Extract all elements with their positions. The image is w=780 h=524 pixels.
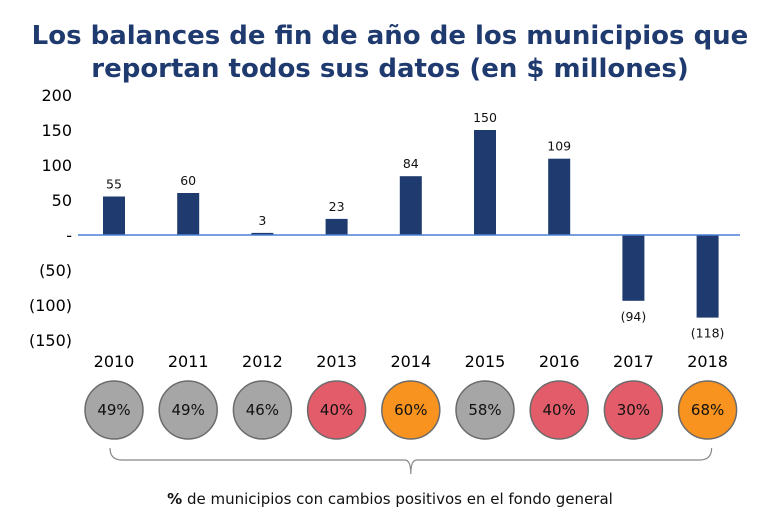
- percent-label: 58%: [468, 401, 501, 419]
- percent-circle: [306, 380, 367, 440]
- data-label: 84: [403, 156, 419, 171]
- bar: [177, 193, 200, 235]
- bar: [474, 130, 496, 235]
- y-tick-label: (100): [29, 296, 72, 315]
- data-label: 109: [547, 139, 571, 154]
- chart-title-line-1: Los balances de fin de año de los munici…: [31, 21, 749, 51]
- bar: [399, 176, 422, 235]
- footnote: % de municipios con cambios positivos en…: [0, 490, 780, 508]
- chart-title-line-2: reportan todos sus datos (en $ millones): [91, 54, 689, 84]
- data-label: 60: [180, 173, 196, 188]
- bar: [325, 218, 348, 235]
- data-label: (94): [621, 309, 647, 324]
- percent-label: 46%: [246, 401, 279, 419]
- percent-label: 49%: [97, 401, 130, 419]
- percent-label: 68%: [691, 401, 724, 419]
- y-tick-label: 150: [41, 121, 72, 140]
- percent-circle: [603, 380, 664, 440]
- data-label: 3: [258, 213, 266, 228]
- percent-circle: [381, 380, 441, 440]
- year-label: 2010: [94, 352, 135, 371]
- chart-title: Los balances de fin de año de los munici…: [0, 20, 780, 86]
- data-label: 150: [473, 110, 497, 125]
- percent-circle: [158, 380, 218, 440]
- percent-circle: [232, 380, 293, 440]
- bar: [696, 235, 719, 318]
- data-label: (118): [691, 326, 725, 341]
- y-tick-label: (50): [39, 261, 72, 280]
- year-label: 2017: [613, 352, 654, 371]
- percent-label: 49%: [172, 401, 205, 419]
- data-label: 23: [329, 199, 345, 214]
- bar: [548, 158, 571, 235]
- percent-label: 40%: [543, 401, 576, 419]
- percent-circle: [455, 380, 515, 440]
- percent-label: 40%: [320, 401, 353, 419]
- percent-circle: [529, 380, 589, 440]
- year-label: 2018: [687, 352, 728, 371]
- y-tick-label: 200: [41, 86, 72, 105]
- year-label: 2012: [242, 352, 283, 371]
- percent-label: 30%: [617, 401, 650, 419]
- percent-circle: [84, 380, 144, 440]
- year-label: 2011: [168, 352, 209, 371]
- bar: [103, 196, 125, 235]
- percent-circle: [677, 380, 738, 440]
- bracket: [109, 447, 713, 475]
- year-label: 2015: [465, 352, 506, 371]
- footnote-bold: %: [167, 490, 183, 508]
- footnote-text: de municipios con cambios positivos en e…: [182, 490, 613, 508]
- y-tick-label: 100: [41, 156, 72, 175]
- y-tick-label: 50: [52, 191, 72, 210]
- y-tick-label: (150): [29, 331, 72, 350]
- percent-label: 60%: [394, 401, 427, 419]
- bar: [622, 235, 645, 301]
- y-tick-label: -: [66, 226, 72, 245]
- year-label: 2016: [539, 352, 580, 371]
- bar: [251, 232, 274, 235]
- year-label: 2013: [316, 352, 357, 371]
- data-label: 55: [106, 177, 122, 192]
- year-label: 2014: [390, 352, 431, 371]
